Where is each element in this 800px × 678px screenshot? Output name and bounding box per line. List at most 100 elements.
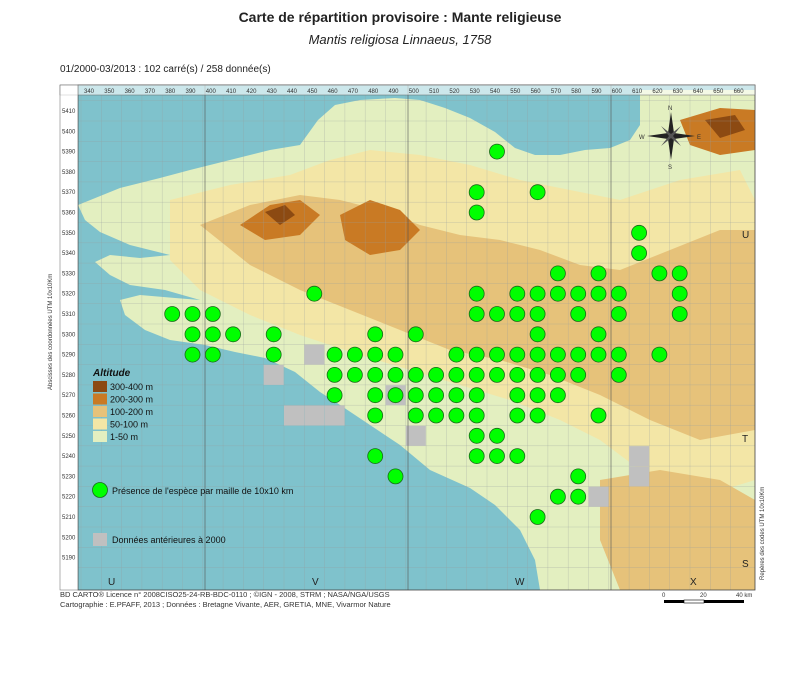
presence-dot bbox=[387, 468, 404, 485]
presence-dot bbox=[550, 285, 566, 302]
x-tick-label: 640 bbox=[693, 89, 704, 95]
altitude-label: 200-300 m bbox=[110, 395, 153, 405]
altitude-label: 1-50 m bbox=[110, 432, 138, 442]
x-tick-label: 370 bbox=[145, 89, 156, 95]
presence-dot bbox=[164, 306, 181, 322]
compass-rose-icon: N S E W bbox=[639, 106, 701, 171]
left-axis-caption: Abscisses des coordonnées UTM 10x10Km bbox=[48, 274, 54, 390]
y-tick-label: 5350 bbox=[62, 231, 76, 237]
presence-dot bbox=[367, 407, 384, 424]
presence-dot bbox=[651, 265, 668, 282]
y-tick-label: 5260 bbox=[62, 414, 76, 420]
presence-dot bbox=[326, 366, 343, 383]
presence-dot bbox=[529, 407, 546, 424]
high-relief-centre bbox=[340, 200, 420, 255]
presence-dot bbox=[631, 224, 647, 241]
zone-u-right: U bbox=[742, 230, 749, 241]
x-tick-label: 650 bbox=[713, 89, 724, 95]
right-axis-caption: Repères des codes UTM 10x10Km bbox=[760, 487, 766, 580]
zone-w: W bbox=[515, 577, 525, 588]
credits-licence: BD CARTO® Licence n° 2008CISO25-24-RB-BD… bbox=[60, 590, 390, 599]
altitude-label: 300-400 m bbox=[110, 382, 153, 392]
scale-label-0: 0 bbox=[662, 593, 666, 599]
x-tick-label: 590 bbox=[592, 89, 603, 95]
older-data-cell bbox=[284, 405, 304, 426]
y-tick-label: 5230 bbox=[62, 474, 76, 480]
presence-dot bbox=[529, 184, 546, 201]
presence-dot bbox=[610, 366, 627, 383]
legend-presence-icon bbox=[92, 482, 108, 498]
x-tick-label: 460 bbox=[328, 89, 339, 95]
presence-dot bbox=[407, 366, 424, 383]
legend-older-label: Données antérieures à 2000 bbox=[112, 535, 226, 545]
presence-dot bbox=[489, 346, 505, 363]
y-tick-label: 5410 bbox=[62, 109, 76, 115]
y-tick-label: 5390 bbox=[62, 150, 76, 156]
zone-u: U bbox=[108, 577, 115, 588]
y-tick-label: 5340 bbox=[62, 251, 76, 257]
map-title: Carte de répartition provisoire : Mante … bbox=[238, 9, 562, 25]
presence-dot bbox=[590, 326, 607, 343]
presence-dot bbox=[529, 387, 546, 404]
y-tick-label: 5210 bbox=[62, 515, 76, 521]
x-tick-label: 350 bbox=[104, 89, 115, 95]
presence-dot bbox=[550, 387, 566, 404]
altitude-label: 50-100 m bbox=[110, 420, 148, 430]
presence-dot bbox=[509, 366, 526, 383]
older-data-cell bbox=[263, 364, 284, 385]
x-tick-label: 610 bbox=[632, 89, 643, 95]
y-tick-label: 5270 bbox=[62, 393, 76, 399]
x-tick-label: 540 bbox=[490, 89, 501, 95]
presence-dot bbox=[570, 468, 587, 485]
y-tick-label: 5370 bbox=[62, 190, 76, 196]
presence-dot bbox=[265, 346, 282, 363]
presence-dot bbox=[326, 346, 343, 363]
y-tick-label: 5310 bbox=[62, 312, 76, 318]
y-tick-label: 5320 bbox=[62, 292, 76, 298]
x-tick-label: 510 bbox=[429, 89, 440, 95]
presence-dot bbox=[387, 366, 404, 383]
presence-dot bbox=[346, 346, 363, 363]
presence-dot bbox=[346, 366, 363, 383]
x-tick-label: 530 bbox=[470, 89, 481, 95]
x-tick-label: 500 bbox=[409, 89, 420, 95]
presence-dot bbox=[570, 346, 587, 363]
presence-dot bbox=[529, 509, 546, 525]
presence-dot bbox=[184, 326, 201, 343]
x-tick-label: 550 bbox=[510, 89, 521, 95]
y-tick-label: 5360 bbox=[62, 211, 76, 217]
presence-dot bbox=[550, 265, 566, 282]
credits: BD CARTO® Licence n° 2008CISO25-24-RB-BD… bbox=[60, 590, 391, 610]
x-tick-label: 580 bbox=[571, 89, 582, 95]
scale-label-20: 20 bbox=[700, 593, 707, 599]
y-tick-label: 5250 bbox=[62, 434, 76, 440]
older-data-cell bbox=[405, 425, 426, 446]
presence-dots bbox=[164, 143, 688, 525]
presence-dot bbox=[570, 366, 587, 383]
presence-dot bbox=[529, 285, 546, 302]
zone-x: X bbox=[690, 577, 697, 588]
presence-dot bbox=[468, 427, 485, 444]
presence-dot bbox=[671, 265, 688, 282]
presence-dot bbox=[367, 366, 384, 383]
older-data-cell bbox=[304, 405, 325, 426]
presence-dot bbox=[570, 306, 587, 322]
x-tick-label: 490 bbox=[389, 89, 400, 95]
y-tick-label: 5190 bbox=[62, 556, 76, 562]
presence-dot bbox=[468, 306, 485, 322]
x-tick-label: 630 bbox=[673, 89, 684, 95]
presence-dot bbox=[509, 387, 526, 404]
presence-dot bbox=[184, 346, 201, 363]
southeast-relief bbox=[600, 470, 755, 590]
summit-west bbox=[265, 205, 295, 225]
older-data-cell bbox=[324, 405, 345, 426]
presence-dot bbox=[428, 387, 445, 404]
altitude-swatch bbox=[93, 418, 107, 430]
presence-dot bbox=[489, 366, 505, 383]
x-axis-labels: 340 350 360 370 380 390 400 410 420 430 440 450 460 4… bbox=[84, 89, 744, 95]
presence-dot bbox=[428, 366, 445, 383]
presence-dot bbox=[489, 306, 505, 322]
older-data-cells bbox=[263, 344, 650, 507]
zone-s: S bbox=[742, 559, 749, 570]
